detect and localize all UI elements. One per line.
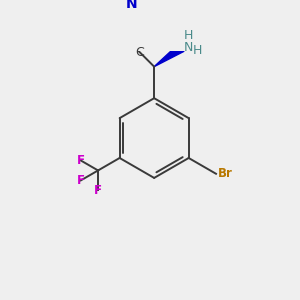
Text: N: N bbox=[184, 41, 193, 54]
Text: N: N bbox=[126, 0, 138, 11]
Text: H: H bbox=[184, 29, 193, 42]
Polygon shape bbox=[154, 44, 184, 67]
Text: F: F bbox=[77, 154, 85, 167]
Text: F: F bbox=[94, 184, 102, 197]
Text: C: C bbox=[135, 46, 144, 59]
Text: H: H bbox=[193, 44, 202, 57]
Text: F: F bbox=[77, 174, 85, 187]
Text: Br: Br bbox=[218, 167, 232, 180]
